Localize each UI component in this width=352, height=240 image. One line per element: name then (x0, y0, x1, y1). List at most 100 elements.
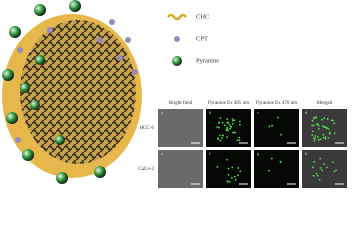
fluorescence-spot (219, 117, 222, 120)
fluorescence-spot (314, 135, 317, 137)
micrograph (254, 109, 299, 147)
fluorescence-spot (216, 125, 219, 128)
fluorescence-spot (238, 120, 241, 123)
fluorescence-spot (219, 139, 222, 142)
fluorescence-spot (227, 173, 230, 176)
fluorescence-spot (323, 163, 326, 165)
fluorescence-spot (237, 174, 239, 177)
fluorescence-spot (326, 118, 329, 120)
fluorescence-spot (226, 127, 228, 130)
fluorescence-spot (324, 137, 327, 140)
fluorescence-spot (270, 157, 273, 160)
micrograph (302, 109, 347, 147)
fluorescence-spot (236, 139, 239, 142)
fluorescence-spot (218, 126, 220, 129)
fluorescence-spot (311, 166, 314, 169)
micrograph (254, 150, 299, 188)
panel-letter: g (257, 151, 259, 156)
fluorescence-spot (321, 169, 323, 172)
column-header: Bright field (169, 101, 193, 106)
fluorescence-spot (333, 132, 336, 135)
fluorescence-spot (311, 130, 314, 133)
figure: CHC CPT Pyranine Bright field Pyranine Ex… (2, 0, 347, 188)
fluorescence-spot (268, 169, 270, 172)
fluorescence-spot (230, 177, 233, 179)
fluorescence-spot (238, 139, 241, 142)
fluorescence-spot (233, 119, 236, 122)
fluorescence-spot (230, 125, 232, 128)
fluorescence-spot (238, 136, 241, 139)
fluorescence-spot (233, 131, 236, 134)
fluorescence-spot (271, 124, 273, 127)
legend-label: Pyranine (196, 57, 219, 64)
panel-letter: h (305, 151, 307, 156)
legend: CHC CPT Pyranine (167, 13, 219, 66)
fluorescence-spot (237, 167, 240, 169)
legend-label: CHC (196, 13, 209, 20)
row-label: CaCo-2 (138, 167, 154, 172)
fluorescence-spot (313, 161, 316, 163)
fluorescence-spot (324, 136, 327, 138)
micrograph (206, 109, 251, 147)
panel-letter: a (161, 110, 163, 115)
fluorescence-spot (330, 119, 333, 122)
fluorescence-spot (311, 134, 314, 137)
panel-letter: d (305, 110, 307, 115)
fluorescence-spot (322, 133, 325, 136)
fluorescence-spot (325, 127, 328, 130)
column-header: Pyranine Ex 405 nm (208, 101, 249, 106)
legend-cpt-icon (174, 36, 180, 42)
nanoparticle-illustration (2, 0, 142, 184)
fluorescence-spot (280, 133, 283, 136)
fluorescence-spot (233, 175, 236, 178)
fluorescence-spot (239, 170, 242, 173)
fluorescence-spot (217, 138, 219, 141)
fluorescence-spot (319, 157, 322, 160)
column-header: Merged (317, 101, 333, 106)
fluorescence-spot (226, 180, 229, 183)
fluorescence-spot (226, 126, 229, 129)
fluorescence-spot (221, 134, 224, 137)
fluorescence-spot (312, 174, 315, 177)
panel-letter: b (209, 110, 211, 115)
legend-pyranine-icon (172, 56, 182, 66)
fluorescence-spot (232, 131, 234, 134)
fluorescence-spot (218, 134, 221, 137)
fluorescence-spot (318, 178, 321, 181)
panel-letter: f (209, 151, 211, 156)
micrograph-grid: Bright field Pyranine Ex 405 nm Pyranine E… (138, 101, 347, 188)
micrograph (302, 150, 347, 188)
fluorescence-spot (223, 124, 226, 127)
fluorescence-spot (326, 166, 328, 169)
fluorescence-spot (221, 137, 223, 140)
fluorescence-spot (319, 167, 322, 169)
fluorescence-spot (231, 122, 234, 125)
fluorescence-spot (322, 125, 324, 127)
micrograph (158, 109, 203, 147)
fluorescence-spot (311, 119, 314, 122)
fluorescence-spot (328, 132, 331, 135)
fluorescence-spot (218, 121, 221, 124)
fluorescence-spot (319, 138, 322, 141)
fluorescence-spot (317, 124, 320, 127)
row-label: HCC-6 (140, 126, 155, 131)
fluorescence-spot (324, 126, 327, 129)
fluorescence-spot (314, 137, 316, 140)
fluorescence-spot (327, 128, 330, 130)
fluorescence-spot (216, 165, 219, 168)
fluorescence-spot (315, 172, 318, 175)
fluorescence-spot (231, 117, 234, 120)
particle-core (20, 20, 136, 164)
fluorescence-spot (323, 117, 326, 120)
fluorescence-spot (234, 179, 237, 181)
fluorescence-spot (226, 121, 229, 124)
fluorescence-spot (229, 127, 231, 130)
fluorescence-spot (316, 136, 319, 138)
fluorescence-spot (226, 158, 228, 161)
fluorescence-spot (227, 129, 230, 132)
fluorescence-spot (321, 118, 323, 121)
fluorescence-spot (327, 136, 330, 139)
fluorescence-spot (312, 124, 315, 127)
fluorescence-spot (231, 119, 234, 122)
panel-letter: c (257, 110, 259, 115)
